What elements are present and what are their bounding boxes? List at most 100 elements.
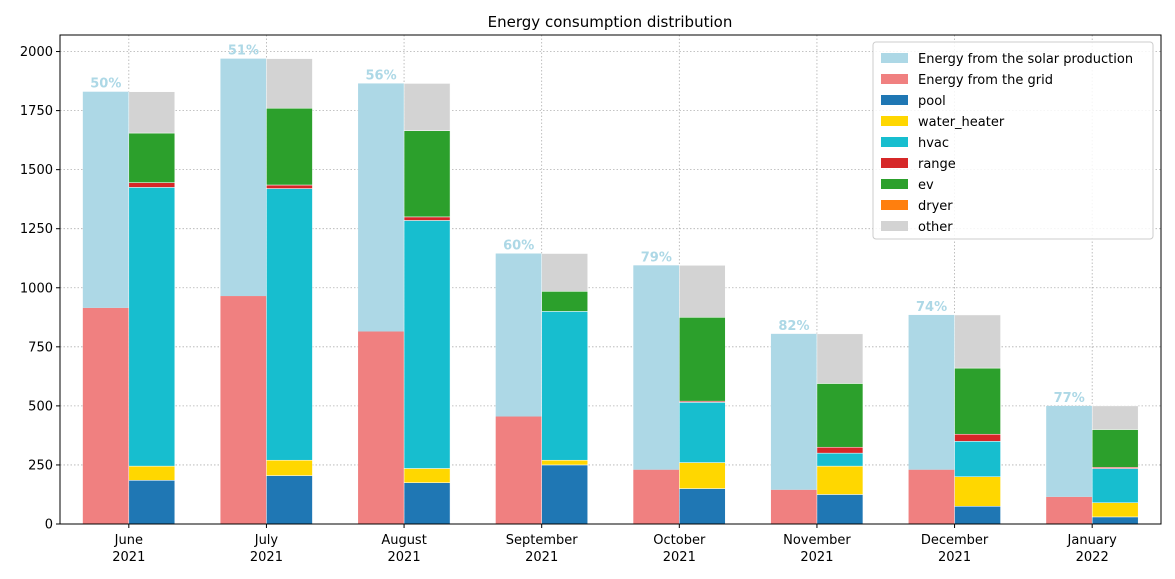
y-tick-label: 1000 [20,281,53,296]
legend-label: other [918,220,953,235]
x-tick-label-year: 2021 [800,550,833,565]
x-tick-label-month: September [506,533,579,548]
legend-swatch [881,116,908,126]
chart-title: Energy consumption distribution [488,13,733,31]
x-tick-label-month: August [381,533,427,548]
bar-segment-water-heater [403,468,451,483]
bar-segment-hvac [403,220,451,469]
bar-segment-pool [128,480,176,525]
bar-segment-ev [1091,429,1139,468]
legend-swatch [881,200,908,210]
bar-segment-other [128,91,176,134]
bar-grid-energy [1046,496,1093,524]
bar-segment-hvac [954,441,1001,478]
bar-segment-ev [954,367,1001,435]
solar-share-label: 77% [1054,391,1085,406]
legend-box [872,41,1154,240]
legend-swatch [881,221,908,231]
bar-labels: 50% 51% 56% 60% 79% 82% 74% 77% [90,44,1085,406]
bar-grid-energy [82,307,129,524]
x-tick-label-year: 2021 [938,550,971,565]
legend-label: Energy from the grid [918,73,1053,88]
bar-segment-range [266,184,313,189]
legend-label: ev [918,178,934,193]
bar-segment-range [128,182,176,188]
bar-segment-range [816,446,864,454]
bar-segment-water-heater [266,459,313,476]
bars [82,58,1139,525]
bar-segment-ev [541,291,588,312]
bar-segment-ev [679,317,726,402]
bar-segment-pool [1091,516,1139,525]
x-tick-label-year: 2021 [663,550,696,565]
bar-grid-energy [495,416,542,524]
y-tick-label: 2000 [20,45,53,60]
bar-segment-pool [266,475,313,525]
legend-swatch [881,137,908,147]
bar-solar-energy [633,265,680,470]
bar-segment-hvac [1091,468,1139,503]
bar-segment-hvac [128,187,176,467]
y-tick-label: 750 [28,340,53,355]
bar-segment-water-heater [954,476,1001,507]
bar-segment-water-heater [1091,502,1139,518]
bar-segment-hvac [266,188,313,461]
bar-segment-ev [403,130,451,218]
x-tick-label-year: 2022 [1076,550,1109,565]
bar-segment-water-heater [816,465,864,495]
bar-segment-pool [679,488,726,525]
solar-share-label: 56% [366,68,397,83]
x-tick-label-year: 2021 [388,550,421,565]
legend-label: pool [918,94,946,109]
bar-segment-other [541,253,588,292]
legend-swatch [881,53,908,63]
solar-share-label: 50% [90,77,121,92]
bar-grid-energy [220,296,267,524]
y-tick-label: 250 [28,458,53,473]
bar-segment-other [679,265,726,318]
bar-solar-energy [495,253,542,417]
bar-grid-energy [908,469,955,524]
legend: Energy from the solar production Energy f… [872,41,1154,240]
bar-segment-pool [541,464,588,525]
bar-solar-energy [908,314,955,470]
x-tick-label-year: 2021 [525,550,558,565]
solar-share-label: 82% [778,319,809,334]
solar-share-label: 51% [228,44,259,59]
legend-label: hvac [918,136,949,151]
x-tick-label-month: October [653,533,706,548]
solar-share-label: 74% [916,300,947,315]
bar-segment-other [954,314,1001,369]
solar-share-label: 60% [503,239,534,254]
legend-label: Energy from the solar production [918,52,1133,67]
bar-segment-other [266,58,313,109]
legend-swatch [881,95,908,105]
bar-grid-energy [358,331,405,524]
x-tick-label-month: November [783,533,851,548]
bar-grid-energy [633,469,680,524]
legend-label: dryer [918,199,953,214]
bar-segment-range [403,216,451,221]
x-tick-label-month: December [921,533,989,548]
x-tick-label-month: January [1067,533,1118,548]
legend-swatch [881,74,908,84]
bar-segment-water-heater [679,462,726,489]
legend-label: range [918,157,956,172]
y-tick-label: 1250 [20,222,53,237]
bar-segment-pool [816,494,864,525]
bar-segment-ev [128,132,176,183]
y-tick-label: 1750 [20,104,53,119]
axes: 0 250 500 750 1000 1250 1500 1750 2000 June 2021 Ju… [20,34,1162,565]
x-tick-label-month: July [254,533,279,548]
solar-share-label: 79% [641,250,672,265]
legend-swatch [881,179,908,189]
bar-grid-energy [770,489,817,524]
bar-segment-pool [403,482,451,525]
bar-solar-energy [358,83,405,332]
x-tick-label-year: 2021 [250,550,283,565]
y-tick-label: 0 [45,518,53,533]
bar-solar-energy [770,333,817,490]
bar-segment-hvac [679,402,726,463]
